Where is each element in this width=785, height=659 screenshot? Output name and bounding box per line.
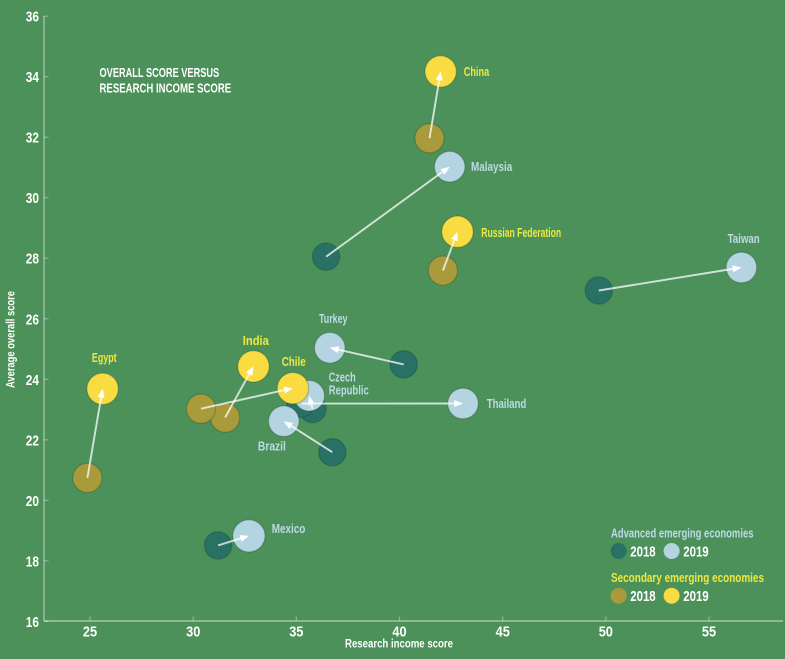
svg-text:Thailand: Thailand xyxy=(487,397,527,411)
svg-text:Malaysia: Malaysia xyxy=(471,160,513,174)
svg-text:45: 45 xyxy=(496,624,511,641)
svg-text:2018: 2018 xyxy=(630,543,656,560)
svg-text:Brazil: Brazil xyxy=(258,440,286,454)
svg-text:Research income score: Research income score xyxy=(345,637,453,651)
svg-text:40: 40 xyxy=(392,624,406,641)
svg-text:Republic: Republic xyxy=(329,384,369,398)
svg-text:2019: 2019 xyxy=(683,588,709,605)
svg-text:Russian Federation: Russian Federation xyxy=(481,226,561,240)
svg-text:China: China xyxy=(464,65,490,79)
svg-text:2018: 2018 xyxy=(630,588,656,605)
svg-text:20: 20 xyxy=(26,493,39,510)
svg-text:32: 32 xyxy=(26,130,39,147)
svg-text:30: 30 xyxy=(186,624,200,641)
svg-text:RESEARCH INCOME SCORE: RESEARCH INCOME SCORE xyxy=(100,81,232,95)
svg-text:Turkey: Turkey xyxy=(319,312,348,326)
svg-text:Mexico: Mexico xyxy=(272,522,306,536)
svg-text:Chile: Chile xyxy=(282,355,306,369)
svg-text:2019: 2019 xyxy=(683,543,709,560)
svg-text:24: 24 xyxy=(26,372,40,389)
svg-text:26: 26 xyxy=(26,311,39,328)
svg-text:55: 55 xyxy=(702,624,717,641)
svg-text:34: 34 xyxy=(26,69,40,86)
svg-text:16: 16 xyxy=(26,614,39,631)
svg-text:Taiwan: Taiwan xyxy=(728,232,760,246)
svg-text:18: 18 xyxy=(26,553,39,570)
svg-text:25: 25 xyxy=(83,624,98,641)
svg-text:35: 35 xyxy=(289,624,304,641)
svg-text:22: 22 xyxy=(26,432,39,449)
svg-text:50: 50 xyxy=(599,624,613,641)
svg-text:30: 30 xyxy=(26,190,39,207)
svg-text:OVERALL SCORE VERSUS: OVERALL SCORE VERSUS xyxy=(100,66,220,80)
svg-text:Advanced emerging economies: Advanced emerging economies xyxy=(611,527,754,541)
svg-text:India: India xyxy=(243,334,270,348)
svg-text:Egypt: Egypt xyxy=(92,351,117,365)
svg-text:Secondary emerging economies: Secondary emerging economies xyxy=(611,571,764,585)
svg-text:36: 36 xyxy=(26,9,39,26)
svg-text:28: 28 xyxy=(26,251,39,268)
svg-text:Czech: Czech xyxy=(329,370,356,384)
svg-text:Average overall score: Average overall score xyxy=(6,291,18,388)
